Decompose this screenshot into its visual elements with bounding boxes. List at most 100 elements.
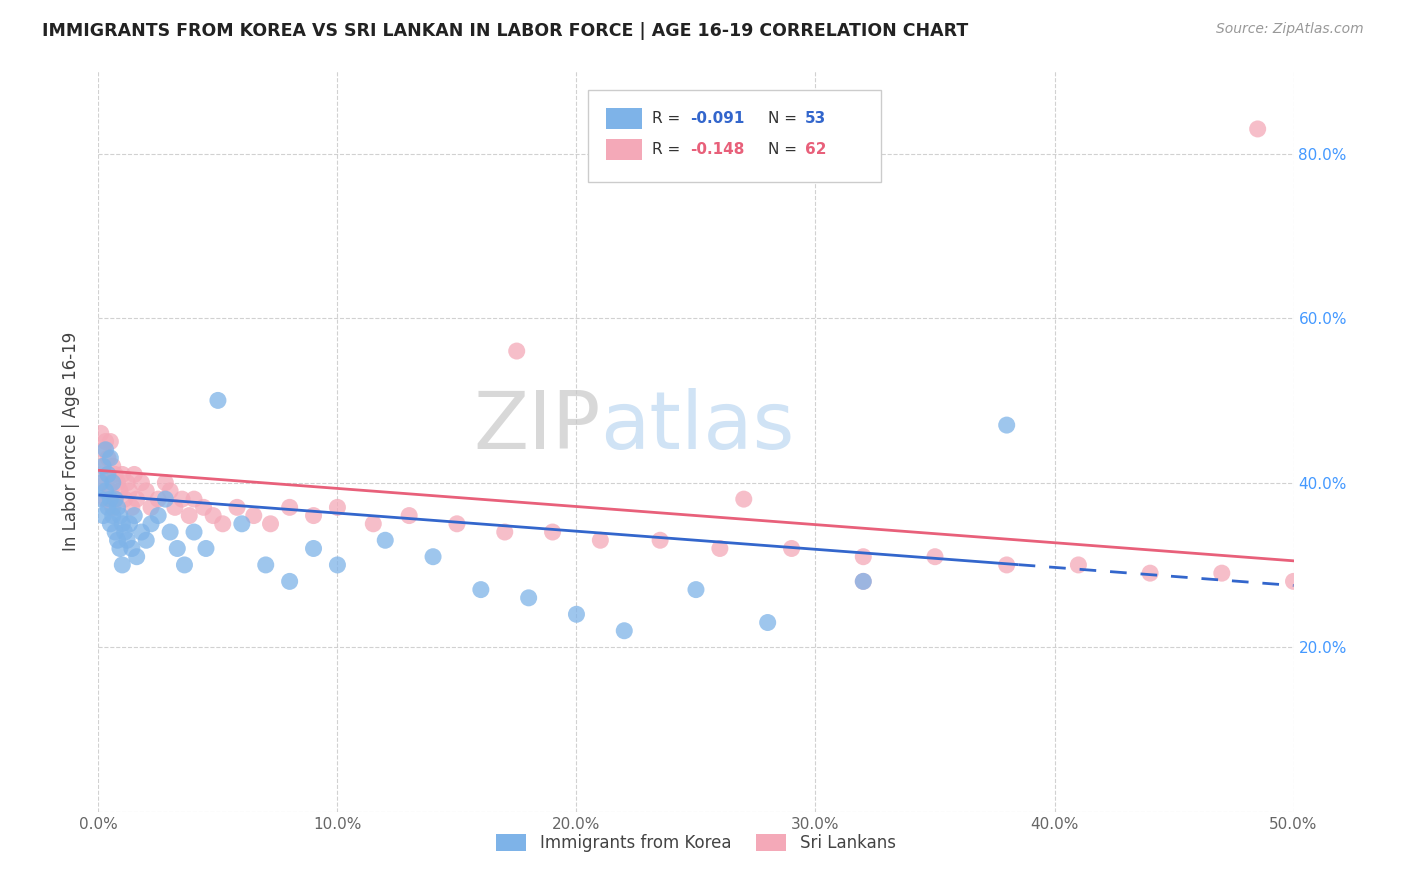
Point bbox=[446, 516, 468, 531]
Point bbox=[231, 516, 253, 531]
Point bbox=[118, 483, 141, 498]
Point bbox=[852, 574, 875, 589]
Point bbox=[111, 467, 134, 482]
Text: -0.148: -0.148 bbox=[690, 142, 744, 157]
Point bbox=[1247, 122, 1270, 136]
Point bbox=[422, 549, 444, 564]
Legend: Immigrants from Korea, Sri Lankans: Immigrants from Korea, Sri Lankans bbox=[489, 828, 903, 859]
Point bbox=[121, 500, 143, 515]
Point bbox=[108, 508, 131, 523]
Point bbox=[94, 442, 117, 457]
Point bbox=[94, 483, 117, 498]
Point bbox=[226, 500, 249, 515]
Point bbox=[363, 516, 385, 531]
Point bbox=[613, 624, 636, 638]
Y-axis label: In Labor Force | Age 16-19: In Labor Force | Age 16-19 bbox=[62, 332, 80, 551]
Point bbox=[302, 541, 325, 556]
Point bbox=[107, 533, 129, 548]
Point bbox=[709, 541, 731, 556]
Point bbox=[278, 500, 301, 515]
FancyBboxPatch shape bbox=[606, 109, 643, 129]
Point bbox=[131, 524, 153, 539]
Point bbox=[114, 492, 136, 507]
Point bbox=[243, 508, 266, 523]
Point bbox=[202, 508, 225, 523]
Point bbox=[211, 516, 233, 531]
Text: ZIP: ZIP bbox=[472, 388, 600, 466]
Text: IMMIGRANTS FROM KOREA VS SRI LANKAN IN LABOR FORCE | AGE 16-19 CORRELATION CHART: IMMIGRANTS FROM KOREA VS SRI LANKAN IN L… bbox=[42, 22, 969, 40]
Point bbox=[1139, 566, 1161, 581]
Point bbox=[124, 467, 146, 482]
Point bbox=[107, 500, 129, 515]
Text: N =: N = bbox=[768, 111, 801, 126]
Point bbox=[91, 508, 114, 523]
Point bbox=[131, 475, 153, 490]
Point bbox=[1067, 558, 1090, 572]
Point bbox=[108, 541, 131, 556]
Text: N =: N = bbox=[768, 142, 801, 157]
Point bbox=[374, 533, 396, 548]
Point bbox=[733, 492, 755, 507]
Point bbox=[90, 459, 112, 474]
Point bbox=[104, 492, 127, 507]
Point bbox=[94, 492, 117, 507]
Point bbox=[101, 459, 124, 474]
Point bbox=[173, 558, 195, 572]
Point bbox=[98, 434, 122, 449]
Point bbox=[195, 541, 218, 556]
Point bbox=[517, 591, 540, 605]
Point bbox=[90, 426, 112, 441]
Point bbox=[135, 533, 157, 548]
Point bbox=[148, 508, 170, 523]
Point bbox=[104, 492, 127, 507]
Point bbox=[125, 549, 148, 564]
Point bbox=[852, 549, 875, 564]
FancyBboxPatch shape bbox=[606, 139, 643, 161]
Point bbox=[254, 558, 277, 572]
Point bbox=[101, 500, 124, 515]
Point bbox=[90, 475, 112, 490]
Text: R =: R = bbox=[652, 111, 685, 126]
Point bbox=[193, 500, 215, 515]
Point bbox=[278, 574, 301, 589]
Point bbox=[183, 524, 205, 539]
Point bbox=[115, 533, 138, 548]
Point bbox=[91, 459, 114, 474]
Point bbox=[101, 508, 124, 523]
Text: atlas: atlas bbox=[600, 388, 794, 466]
Point bbox=[326, 500, 349, 515]
Point bbox=[114, 524, 136, 539]
Point bbox=[90, 492, 112, 507]
Point bbox=[159, 524, 181, 539]
Point bbox=[118, 516, 141, 531]
Point bbox=[97, 467, 120, 482]
Point bbox=[163, 500, 186, 515]
Point bbox=[148, 492, 170, 507]
Point bbox=[108, 483, 131, 498]
Point bbox=[166, 541, 188, 556]
Point bbox=[98, 516, 122, 531]
Point bbox=[91, 442, 114, 457]
Text: Source: ZipAtlas.com: Source: ZipAtlas.com bbox=[1216, 22, 1364, 37]
Point bbox=[207, 393, 229, 408]
Point bbox=[259, 516, 281, 531]
Point bbox=[98, 450, 122, 465]
Point bbox=[494, 524, 516, 539]
Point bbox=[98, 492, 122, 507]
Point bbox=[780, 541, 803, 556]
Point bbox=[470, 582, 492, 597]
Point bbox=[648, 533, 672, 548]
Point bbox=[924, 549, 946, 564]
Point bbox=[172, 492, 194, 507]
Point bbox=[111, 516, 134, 531]
Point bbox=[101, 475, 124, 490]
Point bbox=[97, 467, 120, 482]
Point bbox=[139, 500, 162, 515]
Point bbox=[398, 508, 420, 523]
Point bbox=[98, 483, 122, 498]
Point bbox=[104, 524, 127, 539]
Point bbox=[155, 475, 177, 490]
Point bbox=[302, 508, 325, 523]
Point bbox=[107, 475, 129, 490]
Point bbox=[135, 483, 157, 498]
